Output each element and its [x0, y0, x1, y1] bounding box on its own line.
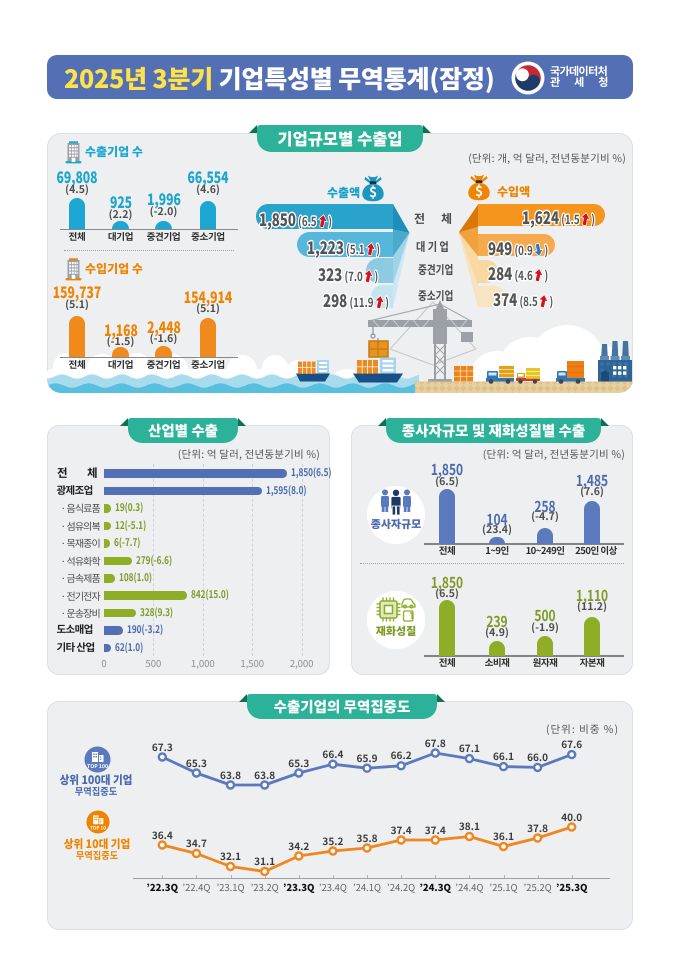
- svg-text:$: $: [369, 181, 377, 201]
- svg-text:TOP 10: TOP 10: [90, 826, 106, 832]
- svg-text:$: $: [475, 180, 483, 200]
- svg-text:TOP 100: TOP 100: [87, 763, 108, 770]
